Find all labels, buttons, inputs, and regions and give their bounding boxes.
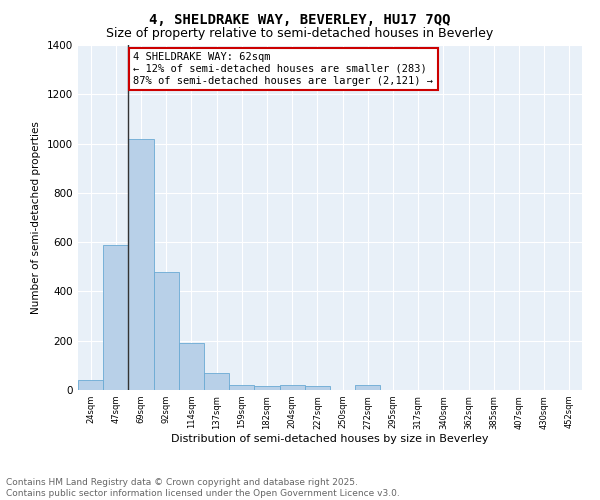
Bar	[254, 386, 280, 390]
Bar	[229, 385, 254, 390]
Bar	[280, 385, 305, 390]
Bar	[78, 380, 103, 390]
Y-axis label: Number of semi-detached properties: Number of semi-detached properties	[31, 121, 41, 314]
Bar	[305, 386, 330, 390]
Text: 4, SHELDRAKE WAY, BEVERLEY, HU17 7QQ: 4, SHELDRAKE WAY, BEVERLEY, HU17 7QQ	[149, 12, 451, 26]
Bar	[154, 272, 179, 390]
Text: Contains HM Land Registry data © Crown copyright and database right 2025.
Contai: Contains HM Land Registry data © Crown c…	[6, 478, 400, 498]
Bar	[179, 343, 204, 390]
Bar	[204, 373, 229, 390]
Text: Size of property relative to semi-detached houses in Beverley: Size of property relative to semi-detach…	[106, 28, 494, 40]
Bar	[128, 138, 154, 390]
X-axis label: Distribution of semi-detached houses by size in Beverley: Distribution of semi-detached houses by …	[171, 434, 489, 444]
Bar	[103, 244, 128, 390]
Text: 4 SHELDRAKE WAY: 62sqm
← 12% of semi-detached houses are smaller (283)
87% of se: 4 SHELDRAKE WAY: 62sqm ← 12% of semi-det…	[133, 52, 433, 86]
Bar	[355, 385, 380, 390]
